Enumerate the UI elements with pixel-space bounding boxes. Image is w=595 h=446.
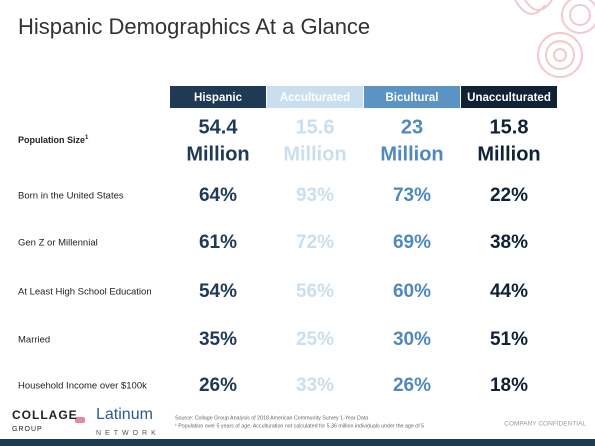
cell-value: 51%: [490, 329, 528, 350]
cell-value: 33%: [296, 375, 334, 396]
logo-icon: [75, 417, 85, 423]
logo-collage: COLLAGE: [12, 408, 78, 422]
population-number: 15.6: [296, 116, 335, 138]
cell-value: 60%: [393, 281, 431, 302]
cell-value: 22%: [490, 185, 528, 206]
cell-value: 18%: [490, 375, 528, 396]
row-label: Population Size1: [18, 135, 89, 146]
source: Source: Collage Group Analysis of 2018 A…: [175, 415, 368, 421]
header-label: Unacculturated: [467, 92, 551, 104]
bottom-bar: [0, 439, 595, 446]
cell-value: 38%: [490, 232, 528, 253]
cell-value: 44%: [490, 281, 528, 302]
header-cell: [267, 86, 363, 108]
cell-value: 56%: [296, 281, 334, 302]
cell-value: 54%: [199, 281, 237, 302]
population-unit: Million: [380, 143, 443, 165]
row-label: Married: [18, 335, 50, 346]
population-unit: Million: [477, 143, 540, 165]
row-label: At Least High School Education: [18, 287, 152, 298]
row-label-text: Population Size: [18, 135, 85, 145]
logo-group: GROUP: [12, 426, 43, 433]
row-label: Gen Z or Millennial: [18, 238, 98, 249]
header-label: Hispanic: [194, 92, 243, 104]
cell-value: 64%: [199, 185, 237, 206]
header-cell: [364, 86, 460, 108]
header-label: Bicultural: [385, 92, 438, 104]
cell-value: 93%: [296, 185, 334, 206]
cell-value: 73%: [393, 185, 431, 206]
population-number: 23: [401, 116, 423, 138]
note: ¹ Population over 5 years of age. Accult…: [175, 423, 424, 429]
decoration: [514, 0, 595, 78]
cell-value: 61%: [199, 232, 237, 253]
header-cell: [461, 86, 557, 108]
header-cell: [170, 86, 266, 108]
population-number: 15.8: [490, 116, 529, 138]
population-unit: Million: [186, 143, 249, 165]
cell-value: 25%: [296, 329, 334, 350]
title: Hispanic Demographics At a Glance: [18, 14, 370, 39]
row-label: Household Income over $100k: [18, 381, 147, 392]
logo-network: NETWORK: [96, 430, 160, 437]
header-label: Acculturated: [280, 92, 350, 104]
cell-value: 35%: [199, 329, 237, 350]
cell-value: 30%: [393, 329, 431, 350]
cell-value: 72%: [296, 232, 334, 253]
population-unit: Million: [283, 143, 346, 165]
row-label: Born in the United States: [18, 191, 124, 202]
confidential: COMPANY CONFIDENTIAL: [504, 421, 586, 428]
cell-value: 69%: [393, 232, 431, 253]
cell-value: 26%: [199, 375, 237, 396]
logo-latinum: Latinum: [96, 406, 153, 423]
population-number: 54.4: [199, 116, 239, 138]
cell-value: 26%: [393, 375, 431, 396]
footnote-mark: 1: [85, 135, 89, 141]
